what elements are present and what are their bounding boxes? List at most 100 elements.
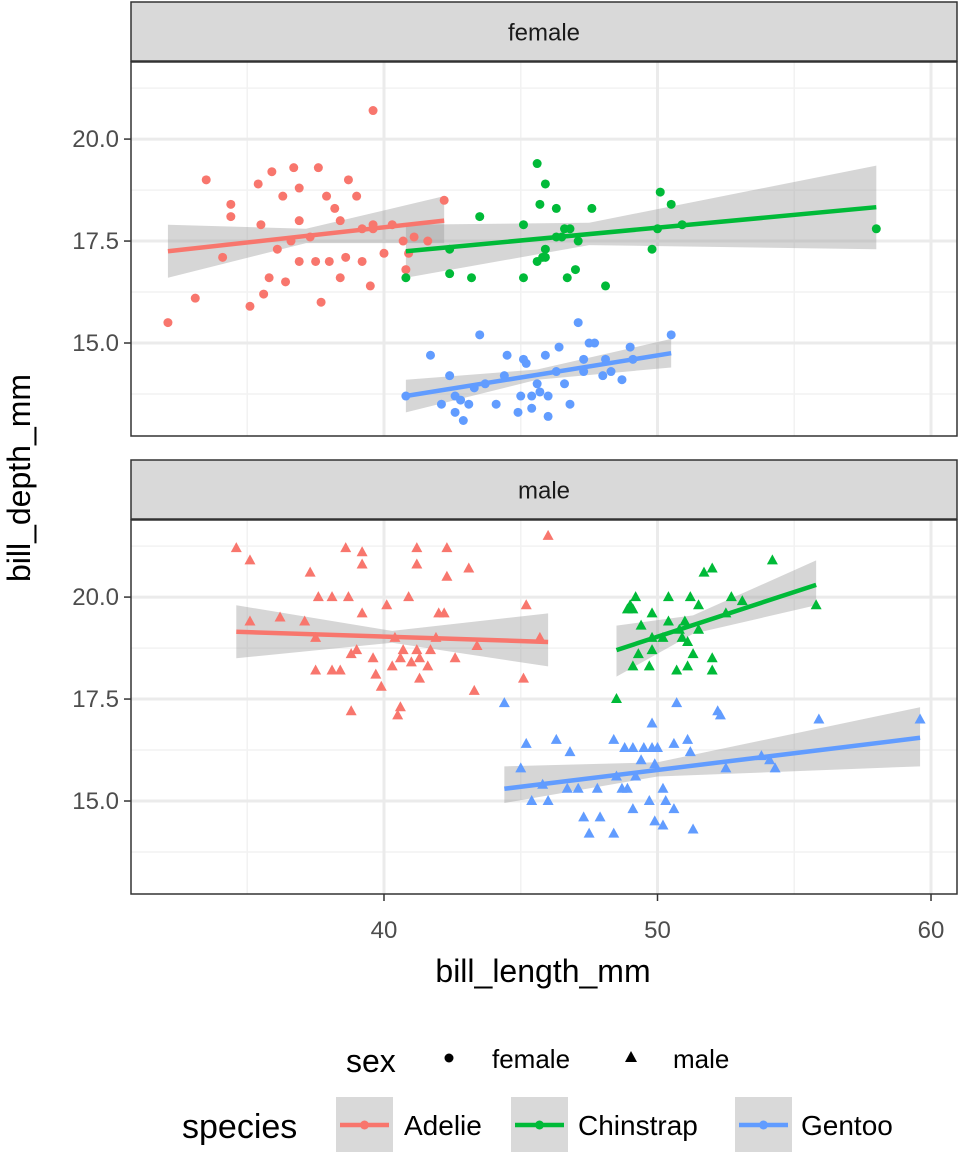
y-tick-label: 17.5: [72, 228, 119, 255]
data-point-chinstrap: [810, 599, 822, 610]
data-point-chinstrap: [693, 623, 705, 634]
regression-line-chinstrap: [615, 582, 817, 653]
data-point-gentoo: [668, 737, 680, 748]
data-point-gentoo: [550, 733, 562, 744]
data-point-gentoo: [714, 709, 726, 720]
data-point-gentoo: [579, 354, 589, 364]
data-point-gentoo: [590, 338, 600, 348]
data-point-gentoo: [532, 379, 542, 389]
data-point-adelie: [226, 199, 236, 209]
data-point-gentoo: [649, 758, 661, 769]
data-point-chinstrap: [682, 635, 694, 646]
panel-female: 15.0 17.5 20.0 female: [72, 1, 958, 437]
data-point-chinstrap: [725, 591, 737, 602]
data-point-gentoo: [591, 782, 603, 793]
data-point-gentoo: [526, 795, 538, 806]
data-point-gentoo: [606, 367, 616, 377]
data-point-gentoo: [666, 330, 676, 340]
data-point-adelie: [381, 599, 393, 610]
data-point-gentoo: [520, 737, 532, 748]
data-point-chinstrap: [532, 159, 542, 169]
data-point-chinstrap: [698, 566, 710, 577]
data-point-adelie: [326, 664, 338, 675]
data-point-adelie: [414, 652, 426, 663]
data-point-gentoo: [535, 387, 545, 397]
confidence-band-chinstrap: [405, 165, 877, 278]
data-point-adelie: [367, 652, 379, 663]
data-point-chinstrap: [766, 554, 778, 565]
data-point-adelie: [226, 212, 236, 222]
data-point-chinstrap: [643, 660, 655, 671]
data-point-adelie: [411, 558, 423, 569]
legend-male-triangle-icon: [625, 1051, 637, 1062]
data-point-gentoo: [513, 407, 523, 417]
regression-line-gentoo: [405, 350, 672, 399]
regression-line-adelie: [236, 629, 549, 645]
data-point-adelie: [370, 668, 382, 679]
data-point-adelie: [438, 607, 450, 618]
data-point-adelie: [253, 179, 263, 189]
data-point-adelie: [365, 281, 375, 291]
data-point-adelie: [368, 106, 378, 116]
data-point-gentoo: [527, 403, 537, 413]
legend-dot-icon-gentoo: [759, 1120, 768, 1130]
data-point-gentoo: [813, 713, 825, 724]
y-axis-title: bill_depth_mm: [1, 374, 37, 582]
data-point-adelie: [267, 167, 277, 177]
data-point-gentoo: [682, 733, 694, 744]
data-point-gentoo: [527, 391, 537, 401]
data-point-adelie: [335, 216, 345, 226]
data-point-chinstrap: [401, 273, 411, 283]
facet-strip: [130, 459, 958, 520]
data-point-adelie: [441, 570, 453, 581]
data-point-adelie: [311, 256, 321, 266]
data-point-adelie: [289, 163, 299, 173]
data-point-gentoo: [565, 399, 575, 409]
data-point-gentoo: [594, 811, 606, 822]
data-point-adelie: [352, 191, 362, 201]
confidence-band-gentoo: [504, 707, 921, 804]
data-point-chinstrap: [706, 664, 718, 675]
data-point-chinstrap: [693, 599, 705, 610]
data-point-adelie: [274, 611, 286, 622]
data-point-adelie: [313, 163, 323, 173]
x-tick-label: 40: [371, 917, 398, 944]
x-axis-title: bill_length_mm: [435, 953, 650, 989]
regression-line-gentoo: [504, 735, 921, 792]
legend-label-gentoo: Gentoo: [801, 1110, 893, 1141]
data-point-adelie: [542, 529, 554, 540]
data-point-gentoo: [764, 754, 776, 765]
data-point-adelie: [411, 644, 423, 655]
data-point-chinstrap: [540, 244, 550, 254]
data-point-chinstrap: [671, 664, 683, 675]
data-point-adelie: [424, 644, 436, 655]
data-point-chinstrap: [445, 269, 455, 279]
data-point-chinstrap: [706, 652, 718, 663]
data-point-gentoo: [436, 399, 446, 409]
x-tick-label: 50: [644, 917, 671, 944]
data-point-gentoo: [516, 391, 526, 401]
legend-female-label: female: [492, 1044, 570, 1074]
data-point-chinstrap: [662, 591, 674, 602]
facet-strip: [130, 1, 958, 62]
data-point-chinstrap: [518, 273, 528, 283]
data-point-adelie: [392, 709, 404, 720]
legend-female-circle-icon: [444, 1053, 454, 1063]
data-point-adelie: [375, 680, 387, 691]
data-point-adelie: [356, 607, 368, 618]
data-point-gentoo: [684, 746, 696, 757]
data-point-adelie: [409, 232, 419, 242]
data-point-chinstrap: [666, 199, 676, 209]
legend-sex-title: sex: [346, 1043, 396, 1079]
data-point-chinstrap: [662, 615, 674, 626]
data-point-gentoo: [515, 762, 527, 773]
data-point-chinstrap: [635, 619, 647, 630]
data-point-gentoo: [617, 375, 627, 385]
data-point-adelie: [520, 599, 532, 610]
data-point-adelie: [379, 248, 389, 258]
data-point-adelie: [411, 542, 423, 553]
data-point-chinstrap: [627, 660, 639, 671]
data-point-adelie: [403, 591, 415, 602]
y-tick-label: 17.5: [72, 686, 119, 713]
facet-strip-label: female: [508, 20, 580, 47]
